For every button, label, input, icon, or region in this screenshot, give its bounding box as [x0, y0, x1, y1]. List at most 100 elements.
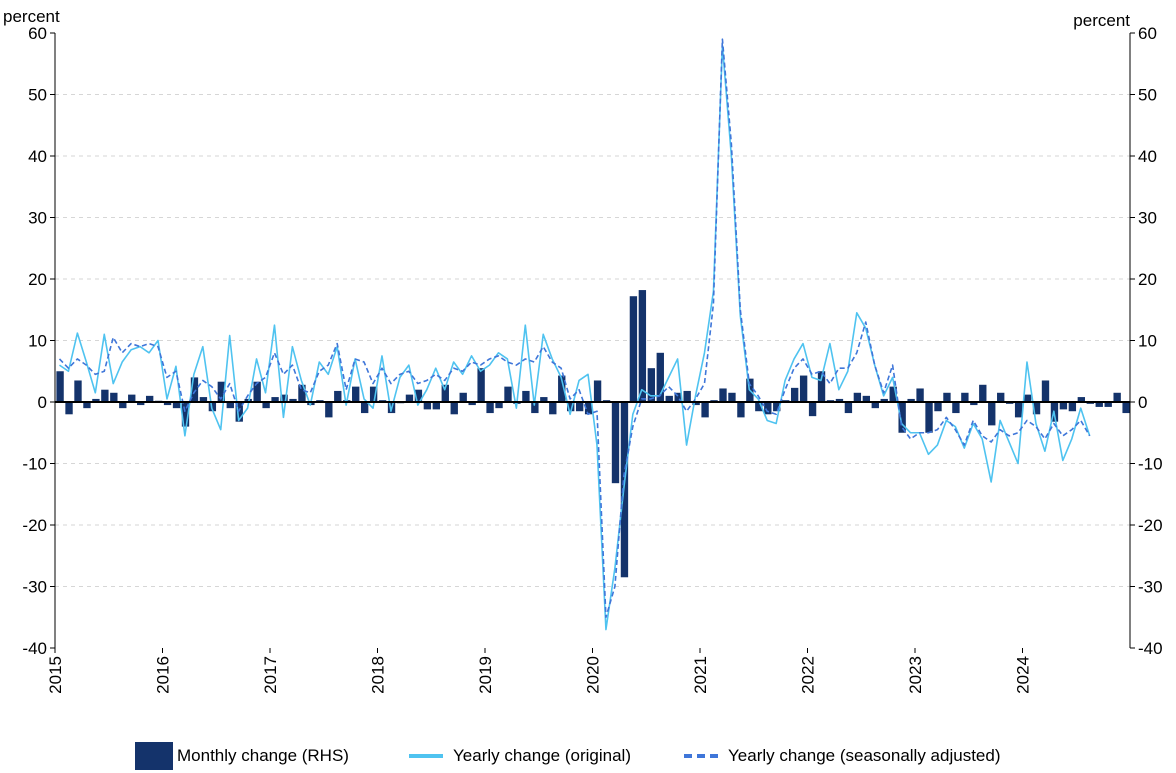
bar — [369, 386, 378, 402]
bar — [271, 397, 279, 402]
bar — [208, 402, 217, 412]
bar — [567, 402, 575, 412]
bar — [611, 402, 620, 484]
bar — [253, 381, 261, 402]
bar — [74, 380, 82, 402]
bar — [1041, 380, 1050, 402]
bar — [504, 386, 512, 402]
bar — [997, 392, 1005, 402]
y-tick-label-left: 20 — [28, 270, 47, 289]
bar — [665, 395, 673, 402]
bar — [432, 402, 441, 410]
y-tick-label-left: 0 — [38, 393, 47, 412]
line-yearly-original — [59, 44, 1091, 631]
y-tick-label-right: 20 — [1138, 270, 1157, 289]
bar — [799, 375, 808, 402]
bar — [128, 394, 136, 402]
bar — [1068, 402, 1077, 412]
bar — [137, 402, 145, 406]
bar — [1122, 402, 1130, 414]
x-tick-label: 2015 — [46, 656, 65, 694]
y-tick-label-right: 60 — [1138, 24, 1157, 43]
bar — [531, 402, 539, 414]
y-tick-label-left: 60 — [28, 24, 47, 43]
bar — [988, 402, 996, 426]
bar — [549, 402, 557, 415]
bar — [593, 380, 602, 402]
bar — [145, 395, 154, 402]
legend-swatch-dash — [684, 754, 718, 758]
y-tick-label-left: -20 — [22, 516, 47, 535]
bar — [441, 384, 449, 402]
bar — [790, 387, 799, 402]
y-tick-label-left: 40 — [28, 147, 47, 166]
bar — [943, 392, 951, 402]
bar — [898, 402, 906, 433]
bar — [853, 392, 862, 402]
bar — [1113, 392, 1121, 402]
bar — [163, 402, 172, 406]
bar — [181, 402, 190, 427]
x-tick-label: 2019 — [476, 656, 495, 694]
legend-item-sa: Yearly change (seasonally adjusted) — [684, 742, 1001, 770]
bar — [1077, 397, 1086, 402]
y-tick-label-left: -10 — [22, 455, 47, 474]
bar — [728, 392, 736, 402]
bar — [65, 402, 73, 415]
bar — [970, 402, 978, 406]
bar — [235, 402, 243, 422]
legend: Monthly change (RHS) Yearly change (orig… — [0, 742, 1176, 770]
bar — [925, 402, 933, 433]
left-axis-unit: percent — [3, 7, 60, 26]
bar — [584, 402, 593, 415]
bar — [773, 402, 781, 412]
y-tick-label-left: 30 — [28, 209, 47, 228]
bar — [459, 392, 467, 402]
bar — [907, 398, 915, 402]
bar — [755, 402, 763, 412]
bar — [540, 397, 548, 402]
y-tick-label-left: -30 — [22, 578, 47, 597]
gridlines — [55, 94, 1130, 587]
line-yearly-seasonally-adjusted — [58, 38, 1091, 619]
bar — [638, 290, 647, 402]
bar — [83, 402, 91, 409]
bar — [656, 352, 664, 402]
legend-swatch-bar — [135, 742, 173, 770]
bar — [934, 402, 942, 412]
x-tick-label: 2022 — [799, 656, 818, 694]
bar — [808, 402, 817, 417]
bar — [629, 296, 638, 402]
bar — [298, 384, 306, 402]
legend-item-monthly: Monthly change (RHS) — [135, 742, 349, 770]
bar — [880, 398, 888, 402]
bar — [683, 390, 691, 402]
bar — [952, 402, 960, 414]
legend-label-monthly: Monthly change (RHS) — [177, 746, 349, 765]
bar — [1095, 402, 1103, 407]
bar — [262, 402, 270, 409]
y-tick-label-right: -20 — [1138, 516, 1163, 535]
bar — [360, 402, 369, 414]
y-tick-label-left: -40 — [22, 639, 47, 658]
y-tick-label-right: 10 — [1138, 332, 1157, 351]
bar — [558, 375, 566, 402]
bar — [405, 394, 414, 402]
y-tick-label-right: 0 — [1138, 393, 1147, 412]
x-tick-label: 2023 — [906, 656, 925, 694]
bar — [844, 402, 853, 414]
bar — [495, 402, 503, 409]
x-tick-label: 2016 — [154, 656, 173, 694]
bar — [979, 384, 987, 402]
x-tick-label: 2018 — [369, 656, 388, 694]
y-tick-label-right: 40 — [1138, 147, 1157, 166]
yearly-change-lines — [58, 38, 1091, 631]
bar — [1014, 402, 1023, 418]
bar — [325, 402, 333, 418]
bar — [764, 402, 772, 415]
x-tick-label: 2017 — [261, 656, 280, 694]
y-tick-label-right: -40 — [1138, 639, 1163, 658]
bar — [862, 395, 871, 402]
